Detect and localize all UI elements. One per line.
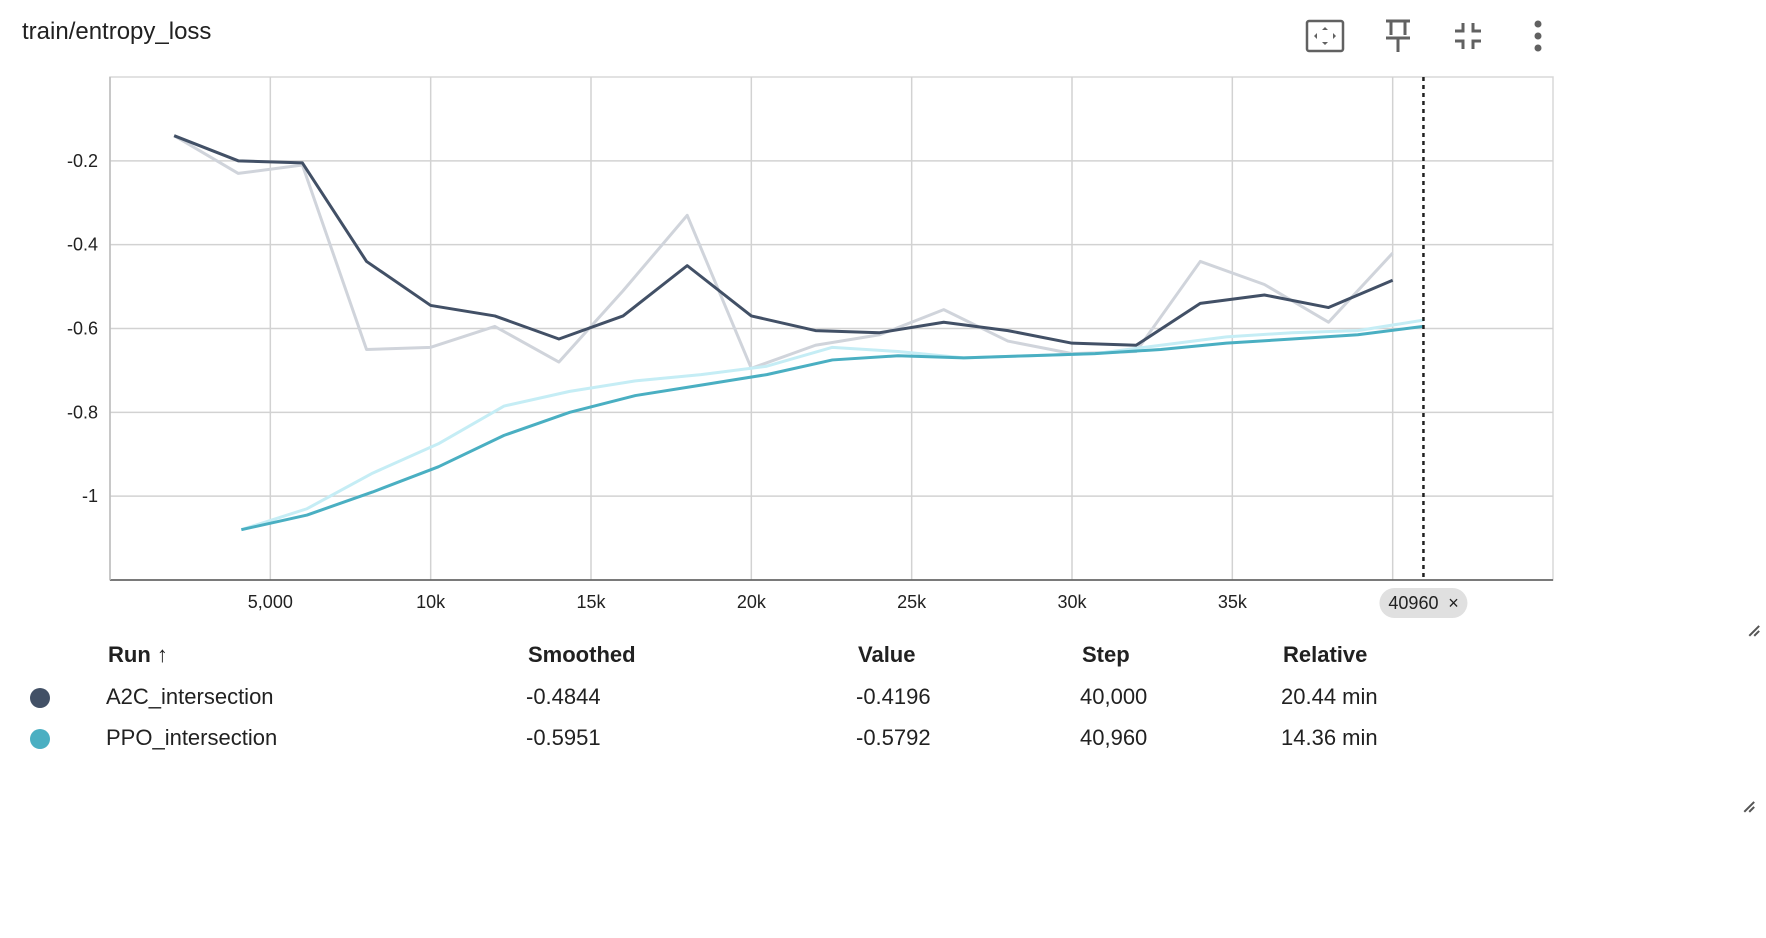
card-resize-handle[interactable] xyxy=(1740,794,1754,808)
pin-button[interactable] xyxy=(1376,14,1420,58)
table-row: PPO_intersection -0.5951 -0.5792 40,960 … xyxy=(0,725,1766,765)
raw-value: -0.5792 xyxy=(856,725,931,750)
close-icon[interactable]: × xyxy=(1448,593,1459,613)
hover-step-label: 40960 xyxy=(1388,593,1438,613)
line-chart[interactable]: 5,000 10k 15k 20k 25k 30k 35k -0.2 -0.4 -0.6 -0.8 -… xyxy=(0,60,1766,630)
relative-time: 14.36 min xyxy=(1281,725,1378,750)
smoothed-value: -0.4844 xyxy=(526,684,601,709)
chart-resize-handle[interactable] xyxy=(1745,618,1759,632)
collapse-icon xyxy=(1455,23,1481,49)
step-value: 40,960 xyxy=(1080,725,1148,750)
pin-icon xyxy=(1386,19,1410,52)
header-step: Step xyxy=(1082,642,1130,667)
header-run[interactable]: Run ↑ xyxy=(108,642,168,667)
x-tick-label: 15k xyxy=(576,592,606,612)
y-tick-label: -0.8 xyxy=(67,402,98,422)
smoothed-value: -0.5951 xyxy=(526,725,601,750)
step-value: 40,000 xyxy=(1080,684,1148,709)
y-tick-label: -0.4 xyxy=(67,235,98,255)
x-tick-label: 30k xyxy=(1057,592,1087,612)
collapse-button[interactable] xyxy=(1446,14,1490,58)
raw-value: -0.4196 xyxy=(856,684,931,709)
chart-axes: 5,000 10k 15k 20k 25k 30k 35k -0.2 -0.4 -0.6 -0.8 -… xyxy=(67,77,1553,618)
fit-domain-icon xyxy=(1305,19,1345,53)
x-tick-label: 10k xyxy=(416,592,446,612)
chart-grid xyxy=(109,76,1554,581)
hover-step-badge xyxy=(1379,588,1468,618)
header-smoothed: Smoothed xyxy=(528,642,636,667)
x-tick-label: 20k xyxy=(737,592,767,612)
x-tick-label: 25k xyxy=(897,592,927,612)
x-tick-label: 35k xyxy=(1218,592,1248,612)
raw-series-line xyxy=(173,134,1394,370)
series-layer xyxy=(173,134,1424,532)
smoothed-series-line xyxy=(173,134,1394,347)
card-title: train/entropy_loss xyxy=(22,18,212,45)
y-tick-label: -0.6 xyxy=(67,319,98,339)
smoothed-series-line xyxy=(241,324,1424,532)
run-name: PPO_intersection xyxy=(106,725,278,750)
raw-series-line xyxy=(240,318,1424,532)
x-tick-label: 5,000 xyxy=(248,592,293,612)
header-relative: Relative xyxy=(1283,642,1368,667)
run-color-dot xyxy=(30,688,50,708)
more-vert-icon xyxy=(1534,20,1542,52)
relative-time: 20.44 min xyxy=(1281,684,1378,709)
header-value: Value xyxy=(858,642,916,667)
run-color-dot xyxy=(30,729,50,749)
table-row: A2C_intersection -0.4844 -0.4196 40,000 … xyxy=(0,684,1766,724)
run-name: A2C_intersection xyxy=(106,684,274,709)
y-tick-label: -1 xyxy=(82,486,98,506)
fit-domain-button[interactable] xyxy=(1303,14,1347,58)
y-tick-label: -0.2 xyxy=(67,151,98,171)
more-options-button[interactable] xyxy=(1516,14,1560,58)
